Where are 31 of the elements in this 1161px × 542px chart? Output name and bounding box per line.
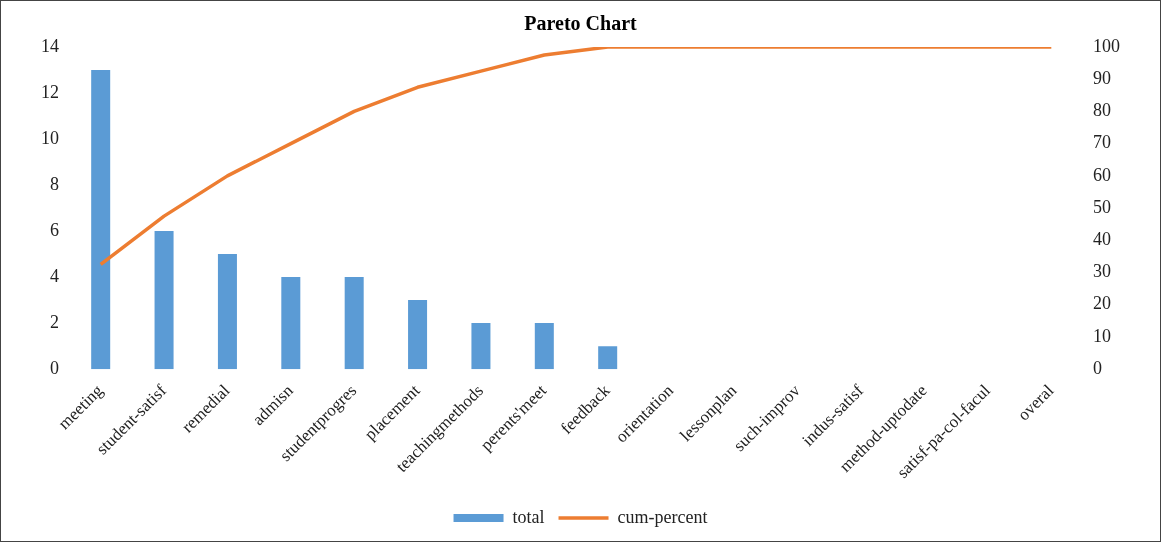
y-tick-label: 8 bbox=[50, 173, 59, 194]
y2-tick-label: 60 bbox=[1093, 164, 1111, 185]
bar bbox=[154, 231, 174, 370]
y2-tick-label: 90 bbox=[1093, 67, 1111, 88]
legend-label: total bbox=[512, 506, 545, 527]
y2-tick-label: 20 bbox=[1093, 293, 1111, 314]
y-tick-label: 10 bbox=[41, 127, 59, 148]
bar bbox=[281, 277, 301, 370]
y2-tick-label: 100 bbox=[1093, 35, 1120, 56]
y2-tick-label: 80 bbox=[1093, 100, 1111, 121]
legend-label: cum-percent bbox=[617, 506, 708, 527]
bar bbox=[91, 70, 111, 370]
y2-tick-label: 40 bbox=[1093, 229, 1111, 250]
y2-tick-label: 70 bbox=[1093, 132, 1111, 153]
y2-tick-label: 50 bbox=[1093, 196, 1111, 217]
y2-tick-label: 10 bbox=[1093, 325, 1111, 346]
y2-tick-label: 0 bbox=[1093, 357, 1102, 378]
y-tick-label: 4 bbox=[50, 265, 59, 286]
bar bbox=[217, 254, 237, 370]
y-tick-label: 0 bbox=[50, 357, 59, 378]
bar bbox=[344, 277, 364, 370]
y-tick-label: 12 bbox=[41, 81, 59, 102]
bar bbox=[534, 323, 554, 370]
y-tick-label: 6 bbox=[50, 219, 59, 240]
y-tick-label: 2 bbox=[50, 311, 59, 332]
y2-tick-label: 30 bbox=[1093, 261, 1111, 282]
bar bbox=[408, 300, 428, 370]
bar bbox=[471, 323, 491, 370]
bar bbox=[598, 346, 618, 370]
y-tick-label: 14 bbox=[41, 35, 59, 56]
chart-title: Pareto Chart bbox=[524, 12, 638, 35]
